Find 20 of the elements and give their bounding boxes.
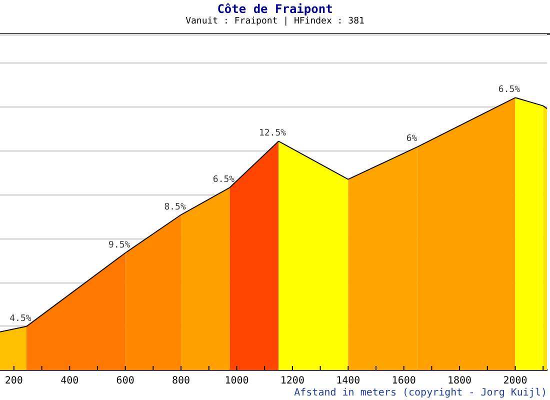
x-tick-label: 1200	[280, 376, 304, 386]
x-tick-label: 800	[172, 376, 190, 386]
x-tick-label: 1600	[392, 376, 416, 386]
x-tick-label: 600	[116, 376, 134, 386]
annotation: 6%	[406, 134, 418, 144]
chart-title: Côte de Fraipont	[217, 2, 333, 16]
x-tick-label: 1800	[448, 376, 472, 386]
x-axis-title: Afstand in meters (copyright - Jorg Kuijl)	[294, 388, 547, 398]
annotation: 6.5%	[212, 175, 236, 186]
annotation: 8.5%	[164, 202, 186, 212]
x-tick-label: 1000	[224, 376, 249, 386]
annotation: 4.5%	[10, 314, 32, 324]
annotation: 9.5%	[108, 240, 131, 250]
chart-subtitle: Vanuit : Fraipont | HFindex : 381	[186, 16, 364, 26]
x-tick-label: 2000	[503, 376, 528, 386]
x-tick-label: 1400	[336, 376, 360, 386]
x-tick-label: 400	[60, 376, 79, 386]
x-tick-label: 200	[4, 376, 23, 386]
annotation: 12.5%	[258, 128, 287, 139]
annotation: 6.5%	[498, 85, 521, 96]
